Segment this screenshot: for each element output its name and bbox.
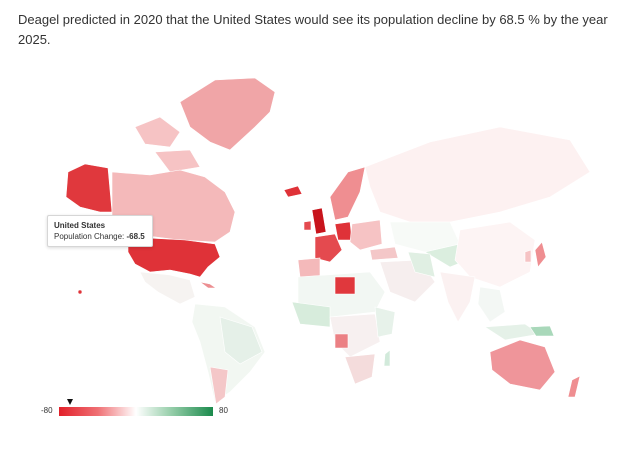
country-united-kingdom[interactable] xyxy=(311,207,327,235)
country-russia[interactable] xyxy=(364,126,591,223)
country-indonesia[interactable] xyxy=(484,323,541,341)
country-china[interactable] xyxy=(454,221,536,288)
tooltip-value: -68.5 xyxy=(126,232,145,241)
country-hawaii[interactable] xyxy=(77,289,83,295)
country-new-zealand[interactable] xyxy=(567,375,581,398)
country-brazil[interactable] xyxy=(219,316,263,365)
country-france[interactable] xyxy=(314,233,343,263)
country-congo[interactable] xyxy=(334,333,349,349)
legend-value-marker-icon xyxy=(67,399,74,405)
legend-min-label: -80 xyxy=(41,406,53,415)
country-east-africa[interactable] xyxy=(374,306,396,338)
country-canada-islands[interactable] xyxy=(134,116,201,173)
country-iceland[interactable] xyxy=(283,185,303,198)
country-mexico[interactable] xyxy=(139,271,196,305)
tooltip-country-name: United States xyxy=(54,221,106,230)
map-caption: Deagel predicted in 2020 that the United… xyxy=(18,12,608,47)
world-choropleth-map: United States Population Change: -68.5 xyxy=(30,72,610,412)
country-argentina[interactable] xyxy=(209,366,229,405)
country-southeast-asia[interactable] xyxy=(477,286,506,323)
country-alaska[interactable] xyxy=(65,163,113,213)
legend-max-label: 80 xyxy=(219,406,228,415)
country-west-africa[interactable] xyxy=(291,301,331,328)
country-korea[interactable] xyxy=(524,249,532,263)
country-germany[interactable] xyxy=(334,221,353,241)
country-iran[interactable] xyxy=(407,251,436,278)
country-india[interactable] xyxy=(439,271,476,323)
tooltip-label: Population Change: xyxy=(54,232,125,241)
country-southern-africa[interactable] xyxy=(344,353,376,385)
country-scandinavia[interactable] xyxy=(329,166,366,221)
country-papua[interactable] xyxy=(529,325,555,337)
country-greenland[interactable] xyxy=(179,77,276,151)
country-eastern-europe[interactable] xyxy=(349,219,383,251)
map-svg xyxy=(65,77,591,405)
country-united-states[interactable] xyxy=(127,236,221,278)
country-libya[interactable] xyxy=(334,276,356,295)
country-madagascar[interactable] xyxy=(383,349,391,367)
country-turkey[interactable] xyxy=(369,246,399,261)
country-spain[interactable] xyxy=(297,257,321,278)
legend-gradient-bar xyxy=(59,407,213,416)
color-legend: -80 80 xyxy=(40,398,240,422)
country-australia[interactable] xyxy=(489,339,556,391)
country-caribbean[interactable] xyxy=(199,281,217,289)
country-tooltip: United States Population Change: -68.5 xyxy=(47,215,153,247)
country-japan[interactable] xyxy=(534,241,547,268)
country-ireland[interactable] xyxy=(303,220,312,231)
